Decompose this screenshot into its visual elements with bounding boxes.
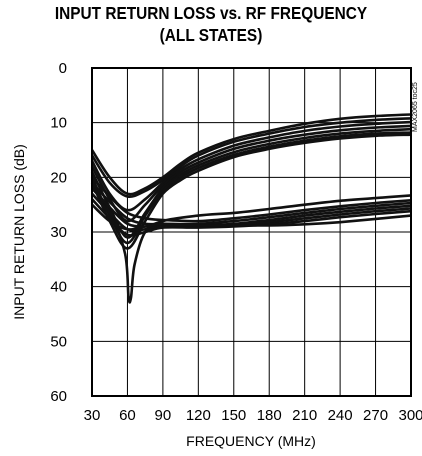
x-axis-label: FREQUENCY (MHz) [186,433,316,449]
series-line-4 [90,124,412,223]
y-tick-label: 0 [59,60,67,77]
x-tick-label: 60 [119,407,136,424]
y-tick-label: 20 [50,169,67,186]
y-tick-label: 60 [50,388,67,405]
x-tick-label: 180 [257,407,282,424]
x-tick-label: 210 [292,407,317,424]
chart-subtitle: (ALL STATES) [159,25,263,45]
series-line-5 [90,127,412,239]
x-tick-label: 120 [186,407,211,424]
series-line-1 [90,113,412,196]
x-tick-label: 30 [84,407,101,424]
series-line-2 [90,117,412,199]
y-tick-label: 40 [50,279,67,296]
y-axis-label: INPUT RETURN LOSS (dB) [11,144,27,320]
series-line-6 [90,131,412,245]
y-tick-label: 50 [50,333,67,350]
series-line-13 [91,198,412,237]
chart-title: INPUT RETURN LOSS vs. RF FREQUENCY [54,3,368,23]
y-tick-label: 10 [50,115,67,132]
x-tick-label: 270 [363,407,388,424]
series-line-10 [91,181,412,226]
y-tick-label: 30 [50,224,67,241]
x-tick-label: 90 [155,407,172,424]
series-line-9 [91,176,412,223]
y-tick-labels: 0 10 20 30 40 50 60 [50,60,67,405]
x-tick-labels: 30 60 90 120 150 180 210 240 270 300 [84,407,422,424]
series-line-3 [90,120,412,212]
x-tick-label: 300 [398,407,422,424]
x-tick-label: 240 [328,407,353,424]
plot-frame [91,67,412,397]
series-line-14 [91,203,412,231]
x-tick-label: 150 [221,407,246,424]
series-line-7 [90,133,412,250]
figure-code-annotation: MAX2065 toc25 [412,82,419,132]
data-curves [90,113,412,304]
